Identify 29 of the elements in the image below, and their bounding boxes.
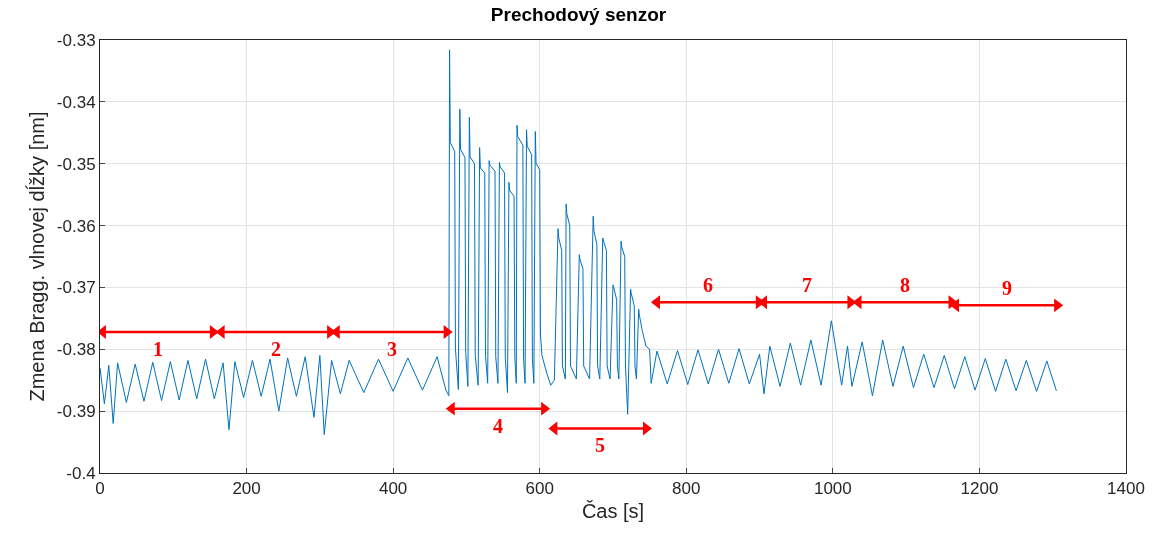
series-label: 5 <box>595 434 605 456</box>
series-label: 1 <box>153 338 163 360</box>
x-tick-label: 1400 <box>1107 479 1145 499</box>
x-tick-label: 1200 <box>960 479 999 499</box>
y-tick-label: -0.34 <box>56 92 96 112</box>
line-series <box>100 49 1057 436</box>
series-label: 3 <box>387 338 397 360</box>
y-tick-label: -0.36 <box>56 216 96 236</box>
x-tick-label: 800 <box>672 479 701 499</box>
x-tick-label: 200 <box>232 479 261 499</box>
y-tick-label: -0.39 <box>56 402 96 422</box>
series-label: 9 <box>1002 277 1012 299</box>
y-tick-label: -0.35 <box>56 154 96 174</box>
series-label: 2 <box>271 338 281 360</box>
x-axis-title: Čas [s] <box>581 499 645 522</box>
y-tick-label: -0.4 <box>66 463 96 483</box>
x-tick-label: 600 <box>525 479 554 499</box>
series-label: 8 <box>900 274 910 296</box>
y-tick-label: -0.33 <box>56 30 96 50</box>
x-tick-label: 0 <box>95 479 105 499</box>
series-label: 4 <box>493 415 503 437</box>
y-tick-label: -0.37 <box>56 278 96 298</box>
series-label: 6 <box>703 274 713 296</box>
series-label: 7 <box>802 274 812 296</box>
x-tick-label: 1000 <box>813 479 852 499</box>
chart-title: Prechodový senzor <box>490 4 667 26</box>
y-tick-label: -0.38 <box>56 340 96 360</box>
y-axis-title: Zmena Bragg. vlnovej dĺžky [nm] <box>25 111 49 402</box>
x-tick-label: 400 <box>378 479 408 499</box>
